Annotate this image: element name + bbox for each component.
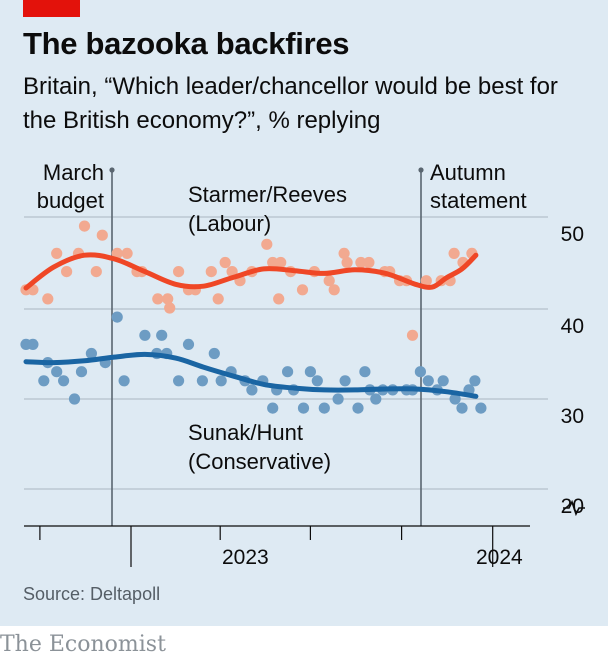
conservative-point-8: [85, 347, 97, 360]
trend-layer: [23, 252, 479, 399]
conservative-point-27: [282, 366, 294, 378]
labour-point-27: [273, 293, 285, 305]
labour-point-35: [341, 256, 353, 269]
y-tick-label-20: 20: [561, 495, 584, 518]
conservative-point-34: [339, 375, 351, 387]
labour-point-3: [51, 247, 63, 259]
labour-point-2: [42, 293, 54, 305]
x-tick-label-2024: 2024: [476, 546, 523, 569]
march-budget-label-line2: budget: [37, 188, 104, 213]
source-note: Source: Deltapoll: [23, 584, 161, 604]
conservative-trend-line: [23, 351, 479, 399]
labour-point-19: [205, 266, 217, 278]
conservative-point-7: [75, 366, 88, 378]
labour-point-16: [173, 266, 185, 278]
chart-title: The bazooka backfires: [23, 26, 350, 61]
conservative-point-44: [422, 375, 434, 387]
labour-point-4: [61, 266, 73, 278]
conservative-point-32: [318, 402, 330, 414]
labour-point-34: [338, 247, 350, 259]
conservative-point-10: [111, 311, 123, 323]
conservative-point-5: [58, 375, 70, 387]
autumn-statement-label-line1: Autumn: [430, 160, 506, 185]
points-layer: [20, 220, 487, 414]
conservative-point-38: [370, 393, 382, 405]
y-tick-label-30: 30: [561, 405, 584, 428]
labour-point-37: [363, 256, 375, 269]
conservative-point-12: [139, 329, 151, 341]
conservative-point-19: [208, 347, 220, 360]
conservative-point-46: [437, 375, 449, 387]
conservative-point-35: [352, 402, 364, 414]
conservative-point-1: [27, 338, 39, 350]
labour-point-7: [90, 266, 102, 278]
conservative-series-label-line1: Sunak/Hunt: [188, 420, 303, 445]
chart-card: The bazooka backfires Britain, “Which le…: [0, 0, 608, 626]
conservative-point-2: [38, 375, 50, 387]
conservative-point-50: [469, 375, 481, 387]
labour-point-6: [78, 220, 91, 232]
axis-break-symbol: [563, 499, 585, 517]
brand-red-tag: [23, 0, 80, 17]
labour-point-43: [420, 275, 432, 287]
autumn-statement-label-line2: statement: [430, 188, 527, 213]
conservative-point-16: [173, 375, 185, 387]
labour-point-21: [219, 256, 231, 269]
march-budget-label-line1: March: [43, 160, 104, 185]
conservative-point-48: [456, 402, 468, 414]
y-tick-label-40: 40: [561, 315, 584, 338]
labour-point-9: [111, 247, 123, 259]
y-tick-label-50: 50: [561, 223, 584, 246]
conservative-point-31: [311, 375, 323, 387]
conservative-point-6: [68, 393, 81, 405]
labour-point-46: [448, 247, 460, 259]
labour-point-36: [355, 256, 367, 269]
labour-point-10: [121, 247, 133, 259]
conservative-point-20: [215, 375, 227, 387]
conservative-point-18: [196, 375, 208, 387]
labour-point-28: [275, 256, 287, 269]
x-tick-label-2023: 2023: [222, 546, 269, 569]
conservative-point-17: [182, 338, 195, 350]
labour-point-8: [96, 229, 108, 241]
autumn-statement-dot: [418, 167, 424, 173]
conservative-point-47: [449, 393, 461, 405]
labour-point-42: [406, 329, 419, 341]
conservative-point-36: [359, 366, 371, 378]
labour-point-13: [152, 293, 164, 305]
conservative-point-33: [332, 393, 344, 405]
conservative-point-4: [51, 366, 63, 378]
labour-point-30: [296, 284, 309, 296]
labour-series-label-line2: (Labour): [188, 211, 271, 236]
conservative-point-23: [246, 384, 258, 396]
conservative-point-29: [297, 402, 310, 414]
labour-point-15: [164, 302, 176, 314]
labour-point-25: [261, 238, 273, 250]
labour-point-33: [328, 284, 340, 296]
conservative-point-14: [156, 329, 168, 341]
conservative-point-25: [267, 402, 279, 414]
march-budget-dot: [109, 167, 115, 173]
conservative-series-label-line2: (Conservative): [188, 449, 331, 474]
conservative-point-11: [118, 375, 130, 387]
labour-trend-line: [23, 252, 479, 291]
chart-plot: 50 40 30 20 March budget Autumn statemen…: [20, 160, 585, 569]
conservative-point-30: [304, 366, 316, 378]
labour-point-14: [162, 293, 174, 305]
conservative-point-43: [414, 366, 426, 378]
chart-subtitle: Britain, “Which leader/chancellor would …: [23, 73, 558, 134]
labour-point-26: [267, 256, 279, 269]
conservative-point-51: [475, 402, 487, 414]
economist-logo: The Economist: [0, 632, 166, 657]
labour-point-20: [212, 293, 224, 305]
labour-point-32: [323, 275, 335, 287]
labour-series-label-line1: Starmer/Reeves: [188, 182, 347, 207]
x-ticks-layer: [39, 526, 494, 567]
